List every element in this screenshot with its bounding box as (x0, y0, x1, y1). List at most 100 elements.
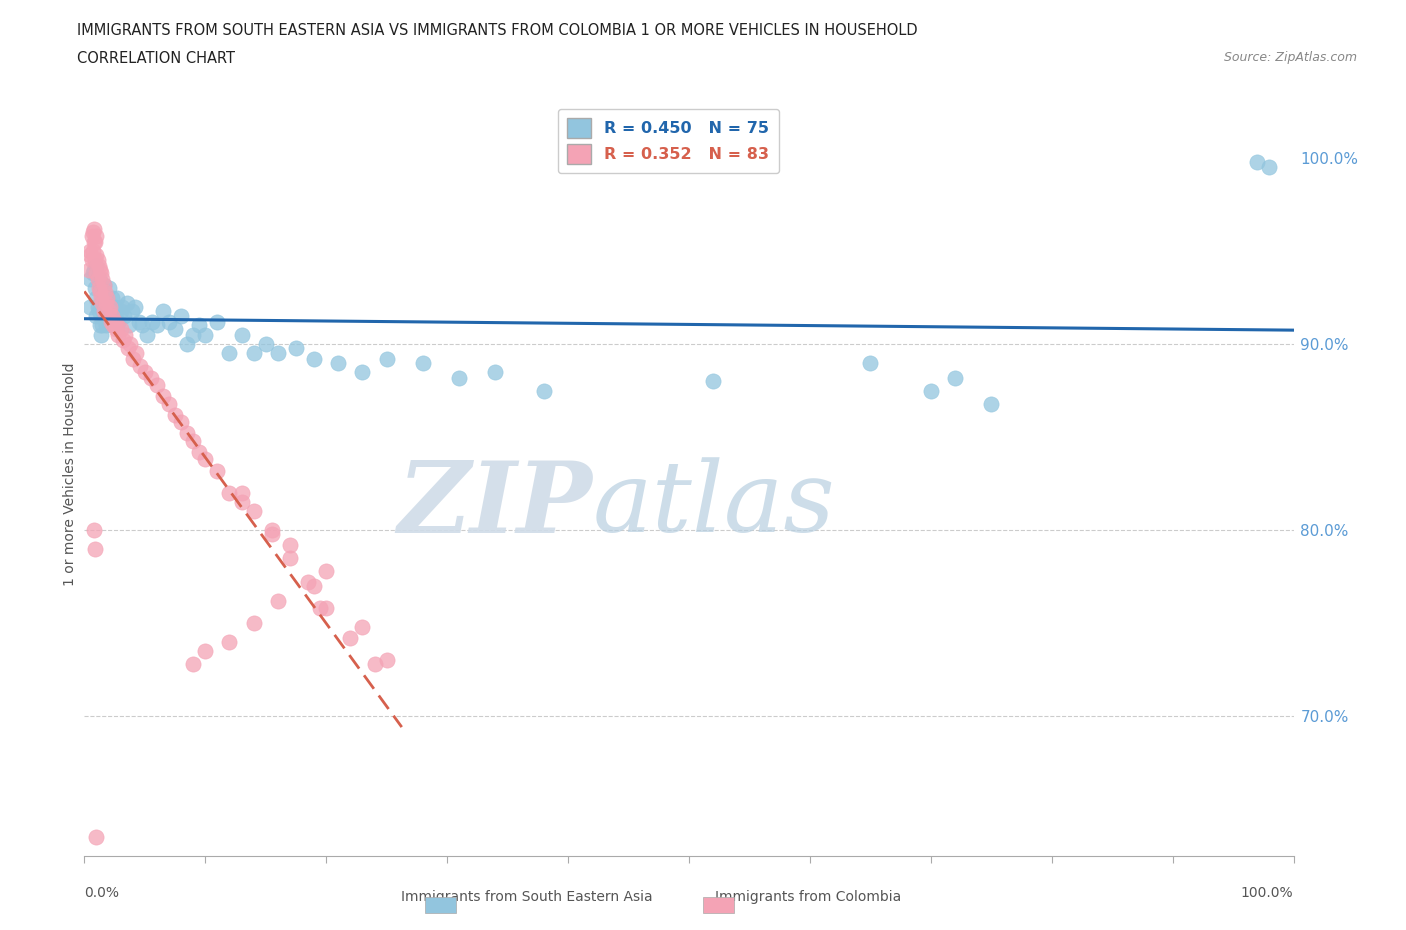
Point (188, 318, 211, 333)
Point (375, 653, 398, 668)
Point (101, 309, 124, 324)
Point (104, 314, 127, 329)
Point (375, 352, 398, 366)
Point (104, 303, 127, 318)
Point (103, 318, 125, 333)
Point (267, 593, 290, 608)
Point (115, 296, 138, 311)
Point (87, 259, 110, 273)
Text: Source: ZipAtlas.com: Source: ZipAtlas.com (1223, 51, 1357, 64)
Point (82, 266, 104, 281)
Point (352, 365, 374, 379)
Point (86, 253, 108, 268)
Point (103, 318, 125, 333)
Point (97, 314, 120, 329)
Point (129, 359, 152, 374)
Point (77, 262, 100, 277)
Point (84, 253, 107, 268)
Point (82, 225, 104, 240)
Point (112, 333, 135, 348)
Point (86, 266, 108, 281)
Point (702, 374, 724, 389)
Point (278, 538, 301, 552)
Point (93, 303, 115, 318)
Point (146, 318, 169, 333)
Point (96, 290, 118, 305)
Point (90, 266, 112, 281)
Point (100, 314, 122, 329)
Point (207, 463, 229, 478)
Point (484, 365, 506, 379)
Point (79, 247, 101, 262)
Point (100, 309, 122, 324)
Point (124, 299, 146, 314)
Point (104, 322, 127, 337)
Point (260, 526, 283, 541)
Point (242, 504, 264, 519)
Point (339, 631, 361, 645)
Point (93, 309, 115, 324)
Point (86, 247, 108, 262)
Point (170, 415, 193, 430)
Point (363, 657, 385, 671)
Point (218, 634, 240, 649)
Point (96, 290, 118, 305)
Point (83, 523, 105, 538)
Point (91, 285, 114, 299)
Point (87, 281, 110, 296)
Point (121, 352, 143, 366)
Point (118, 318, 141, 333)
Point (79, 244, 101, 259)
Point (194, 644, 217, 658)
Point (152, 389, 174, 404)
Point (181, 657, 204, 671)
Point (218, 346, 240, 361)
Point (94, 285, 117, 299)
Text: ZIP: ZIP (398, 457, 592, 553)
Point (231, 327, 253, 342)
Point (859, 355, 882, 370)
Point (87, 303, 110, 318)
Point (315, 564, 337, 578)
Point (352, 619, 374, 634)
Point (131, 318, 153, 333)
Point (139, 370, 162, 385)
Point (86, 290, 108, 305)
Point (98, 299, 121, 314)
Point (117, 340, 139, 355)
Point (134, 365, 156, 379)
Point (87, 272, 110, 286)
Point (309, 601, 332, 616)
Point (254, 337, 277, 352)
Point (260, 523, 283, 538)
Point (86, 229, 108, 244)
Point (83, 262, 105, 277)
Point (267, 346, 290, 361)
Point (111, 299, 134, 314)
Point (89, 262, 111, 277)
Point (412, 355, 434, 370)
Point (176, 337, 198, 352)
Point (136, 327, 159, 342)
Point (90, 327, 112, 342)
Point (90, 296, 112, 311)
Point (83, 234, 105, 249)
Point (112, 309, 135, 324)
Point (165, 407, 187, 422)
Point (94, 290, 117, 305)
Point (920, 383, 942, 398)
Point (90, 290, 112, 305)
Y-axis label: 1 or more Vehicles in Household: 1 or more Vehicles in Household (63, 363, 77, 586)
Point (91, 296, 114, 311)
Point (120, 337, 142, 352)
Point (242, 616, 264, 631)
Point (93, 277, 115, 292)
Point (80, 253, 103, 268)
Point (91, 318, 114, 333)
Point (218, 485, 240, 500)
Point (82, 244, 104, 259)
Point (328, 355, 350, 370)
Point (110, 322, 132, 337)
Point (83, 221, 105, 236)
Point (97, 303, 120, 318)
